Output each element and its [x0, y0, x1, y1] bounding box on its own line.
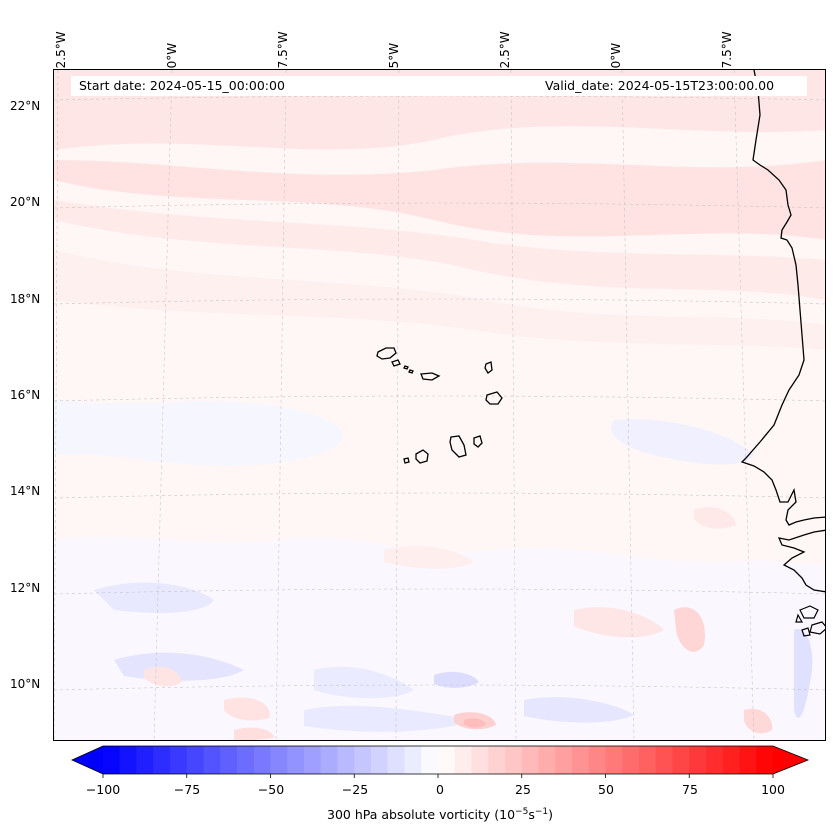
valid-date-label: Valid_date: 2024-05-15T23:00:00.00 — [545, 78, 775, 93]
vorticity-field — [54, 70, 825, 740]
colorbar-tick-label: −100 — [85, 782, 121, 797]
cape-verde-islands — [376, 347, 503, 464]
colorbar-tick-label: −25 — [341, 782, 369, 797]
colorbar-extend-min — [72, 746, 103, 774]
colorbar-level — [304, 746, 322, 774]
west-africa-coastline — [740, 70, 825, 526]
gridline-lat-22n — [54, 95, 825, 101]
colorbar-tick-label: 0 — [436, 782, 444, 797]
colorbar-level — [404, 746, 422, 774]
colorbar-level — [572, 746, 590, 774]
colorbar-label-exp2: −1 — [534, 807, 549, 817]
colorbar-tick-marks — [102, 774, 774, 778]
colorbar-level — [605, 746, 623, 774]
colorbar-level — [237, 746, 255, 774]
colorbar-level — [622, 746, 640, 774]
gridline-lat-18n — [54, 298, 825, 305]
colorbar-level — [320, 746, 338, 774]
map-panel — [53, 69, 826, 741]
colorbar-level — [471, 746, 489, 774]
colorbar-level — [672, 746, 690, 774]
colorbar-level — [203, 746, 221, 774]
lat-label-10n: 10°N — [10, 677, 41, 691]
colorbar-level — [153, 746, 171, 774]
gridline-lat-14n — [54, 492, 825, 499]
colorbar-level — [438, 746, 456, 774]
colorbar-label-close: ) — [548, 807, 554, 823]
colorbar-level — [371, 746, 389, 774]
colorbar-level — [421, 746, 439, 774]
colorbar-level — [270, 746, 288, 774]
colorbar-level — [103, 746, 121, 774]
colorbar — [71, 745, 810, 778]
gridline-lon-25w — [395, 70, 400, 740]
gridline-lat-10n — [54, 684, 825, 691]
colorbar-level — [538, 746, 556, 774]
colorbar-level — [505, 746, 523, 774]
gridline-lon-17-5w — [733, 70, 755, 740]
colorbar-level — [220, 746, 238, 774]
colorbar-level — [488, 746, 506, 774]
vorticity-map — [54, 70, 825, 740]
colorbar-level — [119, 746, 137, 774]
colorbar-label-exp1: −5 — [515, 807, 529, 817]
gridline-lat-20n — [54, 202, 825, 209]
guinea-bissau-islands — [795, 605, 825, 637]
colorbar-level — [689, 746, 707, 774]
colorbar-tick-label: 50 — [598, 782, 614, 797]
colorbar-tick-label: −75 — [173, 782, 201, 797]
lat-label-22n: 22°N — [10, 99, 41, 113]
colorbar-level — [387, 746, 405, 774]
colorbar-level — [722, 746, 740, 774]
colorbar-level — [136, 746, 154, 774]
colorbar-label: 300 hPa absolute vorticity (10−5s−1) — [327, 807, 553, 822]
colorbar-level — [337, 746, 355, 774]
lat-label-14n: 14°N — [10, 484, 41, 498]
colorbar-level — [555, 746, 573, 774]
colorbar-level — [253, 746, 271, 774]
colorbar-level — [639, 746, 657, 774]
colorbar-label-text: 300 hPa absolute vorticity (10 — [326, 807, 516, 823]
colorbar-tick-label: −50 — [257, 782, 285, 797]
colorbar-tick-label: 100 — [761, 782, 785, 797]
colorbar-extend-max — [773, 746, 808, 774]
colorbar-level — [354, 746, 372, 774]
colorbar-level — [454, 746, 472, 774]
colorbar-level — [521, 746, 539, 774]
colorbar-level — [287, 746, 305, 774]
colorbar-tick-label: 75 — [682, 782, 698, 797]
gridline-lon-30w — [153, 70, 173, 740]
colorbar-label-unit: s — [528, 807, 535, 823]
colorbar-level — [186, 746, 204, 774]
gridline-lon-32-5w — [54, 70, 59, 740]
gridline-lon-22-5w — [510, 70, 517, 740]
gridline-lat-12n — [54, 588, 825, 595]
graticule — [54, 70, 825, 740]
west-africa-coastline-south — [777, 529, 825, 593]
lat-label-16n: 16°N — [10, 388, 41, 402]
lat-label-12n: 12°N — [10, 581, 41, 595]
colorbar-level — [739, 746, 757, 774]
colorbar-level — [706, 746, 724, 774]
gridline-lon-20w — [621, 70, 635, 740]
colorbar-level — [588, 746, 606, 774]
gridline-lon-27-5w — [275, 70, 287, 740]
start-date-label: Start date: 2024-05-15_00:00:00 — [79, 78, 285, 93]
gridline-lat-16n — [54, 395, 825, 402]
lat-label-20n: 20°N — [10, 195, 41, 209]
colorbar-segments — [71, 745, 810, 775]
colorbar-tick-label: 25 — [515, 782, 531, 797]
header-bar — [71, 76, 807, 96]
colorbar-level — [655, 746, 673, 774]
colorbar-level — [756, 746, 774, 774]
colorbar-level — [170, 746, 188, 774]
lat-label-18n: 18°N — [10, 292, 41, 306]
